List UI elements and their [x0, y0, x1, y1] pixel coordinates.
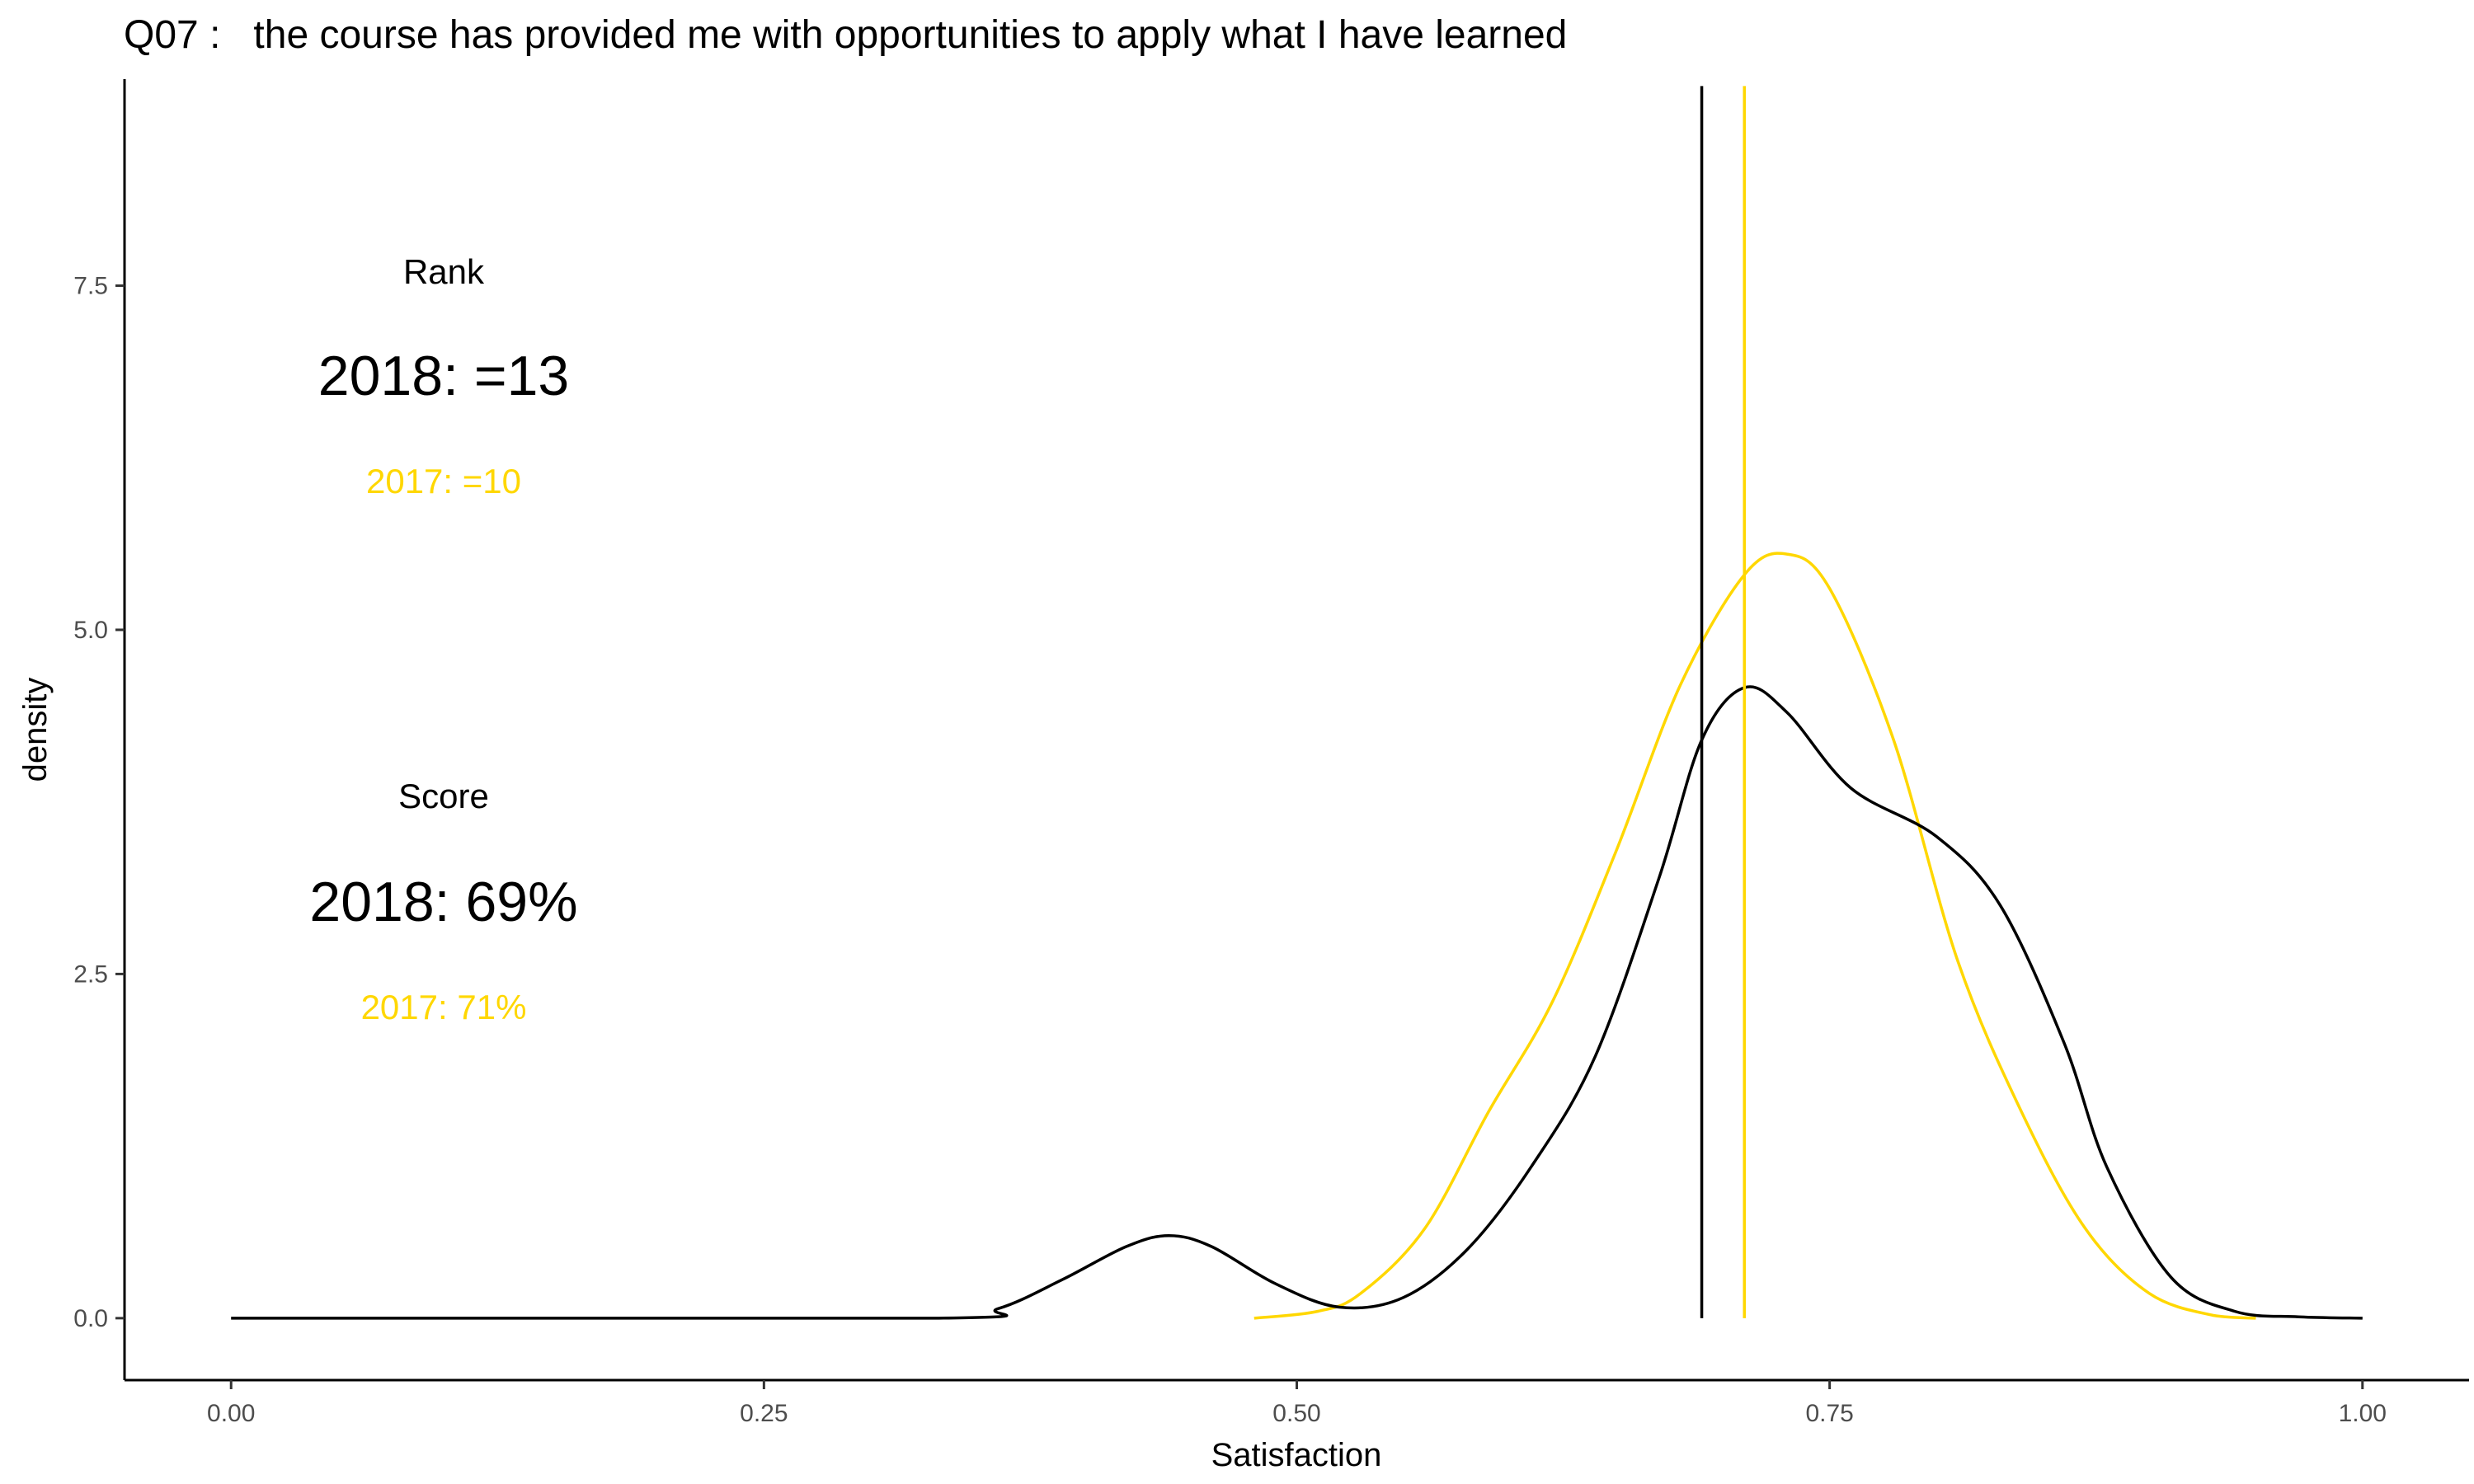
rank-heading: Rank	[403, 252, 485, 291]
plot-area	[231, 86, 2363, 1320]
score-heading: Score	[398, 777, 489, 815]
y-tick-label: 5.0	[73, 617, 108, 644]
y-tick-label: 0.0	[73, 1305, 108, 1332]
rank-2017-value: 2017: =10	[366, 462, 521, 500]
x-tick-label: 0.50	[1272, 1400, 1320, 1427]
x-tick-label: 1.00	[2339, 1400, 2387, 1427]
y-axis-title: density	[17, 678, 54, 782]
score-2018-value: 2018: 69%	[309, 871, 577, 933]
chart-title: Q07 : the course has provided me with op…	[124, 13, 1567, 57]
y-tick-label: 7.5	[73, 272, 108, 299]
x-axis-title: Satisfaction	[1211, 1437, 1382, 1473]
score-2017-value: 2017: 71%	[361, 988, 527, 1026]
density-curve-2018	[231, 685, 2363, 1320]
y-tick-label: 2.5	[73, 960, 108, 988]
x-tick-label: 0.75	[1805, 1400, 1853, 1427]
x-tick-label: 0.25	[740, 1400, 788, 1427]
x-tick-label: 0.00	[207, 1400, 255, 1427]
y-axis-ticks: 0.0 2.5 5.0 7.5	[73, 272, 125, 1332]
score-annotation: Score 2018: 69% 2017: 71%	[309, 777, 577, 1026]
rank-annotation: Rank 2018: =13 2017: =10	[318, 252, 569, 500]
x-axis-ticks: 0.00 0.25 0.50 0.75 1.00	[207, 1380, 2387, 1427]
rank-2018-value: 2018: =13	[318, 345, 569, 407]
density-curve-2017	[1253, 552, 2256, 1320]
